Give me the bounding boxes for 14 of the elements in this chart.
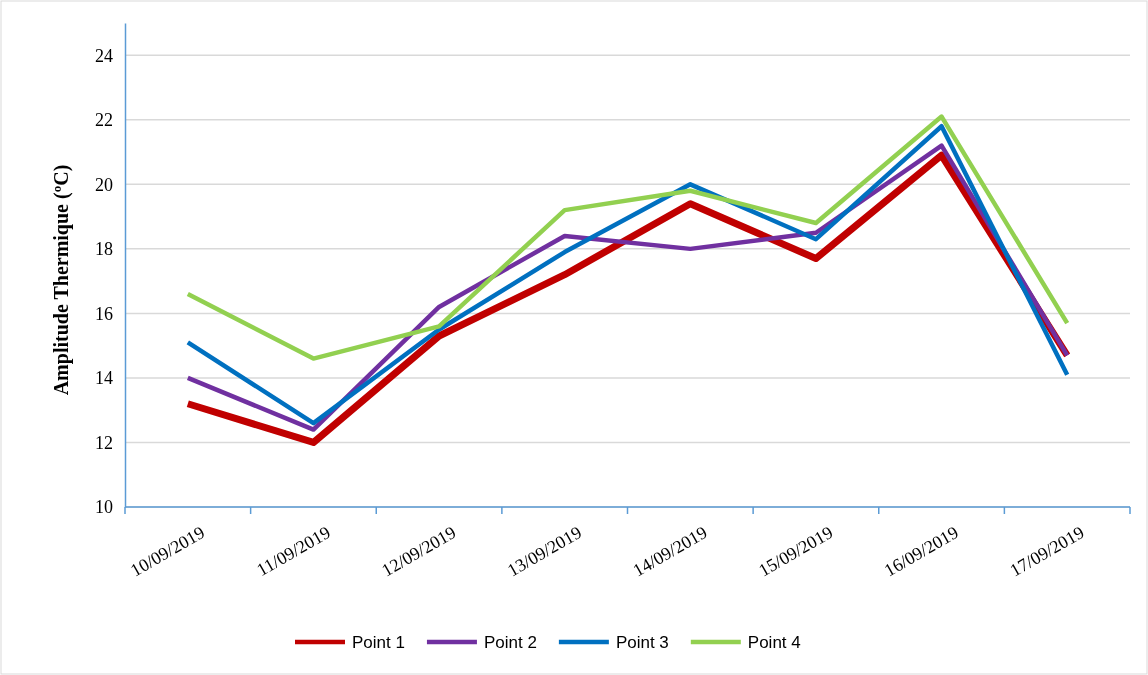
- legend-label: Point 4: [747, 633, 801, 652]
- y-tick-label: 20: [95, 174, 113, 195]
- legend-label: Point 3: [615, 633, 669, 652]
- y-tick-label: 10: [95, 497, 113, 518]
- y-tick-label: 14: [95, 368, 113, 389]
- line-series: [185, 114, 1070, 361]
- legend-label: Point 1: [352, 633, 405, 652]
- y-tick-label: 22: [95, 110, 113, 131]
- legend-label: Point 2: [483, 633, 537, 652]
- y-tick-label: 24: [95, 45, 113, 66]
- y-tick-label: 12: [95, 432, 113, 453]
- y-tick-label: 18: [95, 239, 113, 260]
- y-tick-label: 16: [95, 303, 113, 324]
- y-axis-title: Amplitude Thermique (ºC): [50, 164, 73, 396]
